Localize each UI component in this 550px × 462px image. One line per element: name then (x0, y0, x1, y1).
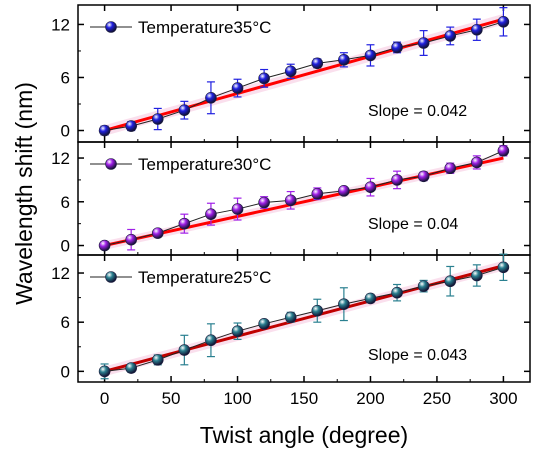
x-tick-label: 300 (489, 389, 517, 408)
legend-marker (105, 158, 117, 170)
data-point (417, 280, 430, 292)
data-point (364, 49, 377, 62)
data-point (151, 113, 164, 125)
data-point (471, 269, 483, 282)
y-tick-label: 0 (61, 237, 70, 256)
x-tick-label: 100 (223, 389, 251, 408)
data-point (311, 57, 324, 70)
data-point (98, 124, 111, 137)
data-point (391, 286, 403, 299)
data-point (98, 365, 111, 378)
legend-label: Temperature30°C (138, 155, 271, 174)
data-point (231, 203, 244, 215)
data-point (497, 261, 510, 274)
data-point (178, 344, 191, 356)
data-point (258, 318, 270, 330)
legend-label: Temperature35°C (138, 18, 271, 37)
data-point (151, 354, 164, 366)
data-point (98, 239, 111, 252)
slope-annotation: Slope = 0.043 (368, 347, 467, 364)
data-point (284, 194, 297, 207)
data-point (205, 208, 217, 220)
data-point (364, 181, 377, 193)
data-point (497, 15, 510, 28)
x-tick-label: 250 (423, 389, 451, 408)
data-point (444, 162, 457, 175)
data-point (284, 65, 297, 78)
data-point (284, 311, 297, 324)
y-tick-label: 12 (51, 264, 70, 283)
x-tick-label: 200 (356, 389, 384, 408)
y-tick-label: 0 (61, 122, 70, 141)
data-point (391, 41, 403, 54)
x-tick-label: 50 (162, 389, 181, 408)
panel-1: 0 6 12 Temperature35°C Slope = 0.042 (51, 4, 531, 143)
y-axis-label: Wavelength shift (nm) (11, 82, 37, 305)
series-line (104, 150, 504, 247)
slope-annotation: Slope = 0.04 (368, 216, 458, 233)
x-tick-label: 0 (100, 389, 109, 408)
data-point (258, 72, 270, 85)
data-point (258, 196, 270, 209)
data-point (125, 233, 137, 246)
data-point (444, 30, 457, 42)
y-tick-label: 12 (51, 15, 70, 34)
data-point (497, 144, 510, 157)
data-point (471, 23, 483, 36)
y-tick-label: 6 (61, 68, 70, 87)
data-point (338, 53, 350, 66)
data-point (231, 82, 244, 94)
data-point (178, 104, 191, 116)
data-point (125, 362, 137, 374)
data-point (125, 120, 137, 132)
y-tick-label: 0 (61, 362, 70, 381)
data-point (338, 185, 350, 197)
data-point (417, 37, 430, 49)
x-axis-label: Twist angle (degree) (200, 422, 408, 448)
data-point (205, 92, 217, 104)
legend-label: Temperature25°C (138, 268, 271, 287)
data-point (417, 170, 430, 183)
x-tick-label: 150 (290, 389, 318, 408)
data-point (391, 174, 403, 186)
panel-3: 0 6 12 Temperature25°C Slope = 0.043 (51, 253, 531, 383)
panel-2: 0 6 12 Temperature30°C Slope = 0.04 (51, 141, 531, 256)
series-line (104, 21, 504, 132)
fit-line (104, 17, 504, 132)
data-point (471, 156, 483, 169)
data-point (205, 334, 217, 347)
y-tick-label: 6 (61, 193, 70, 212)
legend-marker (105, 21, 117, 33)
data-point (364, 292, 377, 305)
legend-marker (105, 271, 117, 283)
data-point (444, 275, 457, 288)
data-point (151, 227, 164, 239)
data-point (311, 187, 324, 200)
y-tick-label: 6 (61, 313, 70, 332)
slope-annotation: Slope = 0.042 (368, 103, 467, 120)
y-tick-label: 12 (51, 149, 70, 168)
data-point (311, 304, 324, 317)
series-line (104, 266, 504, 372)
data-point (338, 298, 350, 310)
data-point (178, 217, 191, 230)
data-point (231, 325, 244, 338)
